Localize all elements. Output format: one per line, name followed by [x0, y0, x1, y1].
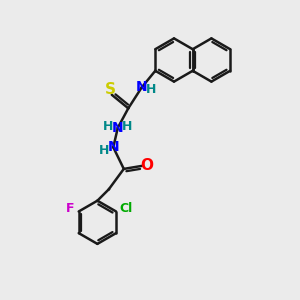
Text: H: H	[146, 83, 157, 96]
Text: H: H	[122, 120, 133, 133]
Text: H: H	[103, 120, 113, 133]
Text: N: N	[107, 140, 119, 154]
Text: N: N	[112, 121, 124, 135]
Text: N: N	[136, 80, 148, 94]
Text: Cl: Cl	[119, 202, 132, 215]
Text: F: F	[65, 202, 74, 215]
Text: S: S	[105, 82, 116, 97]
Text: O: O	[141, 158, 154, 173]
Text: H: H	[99, 144, 110, 157]
